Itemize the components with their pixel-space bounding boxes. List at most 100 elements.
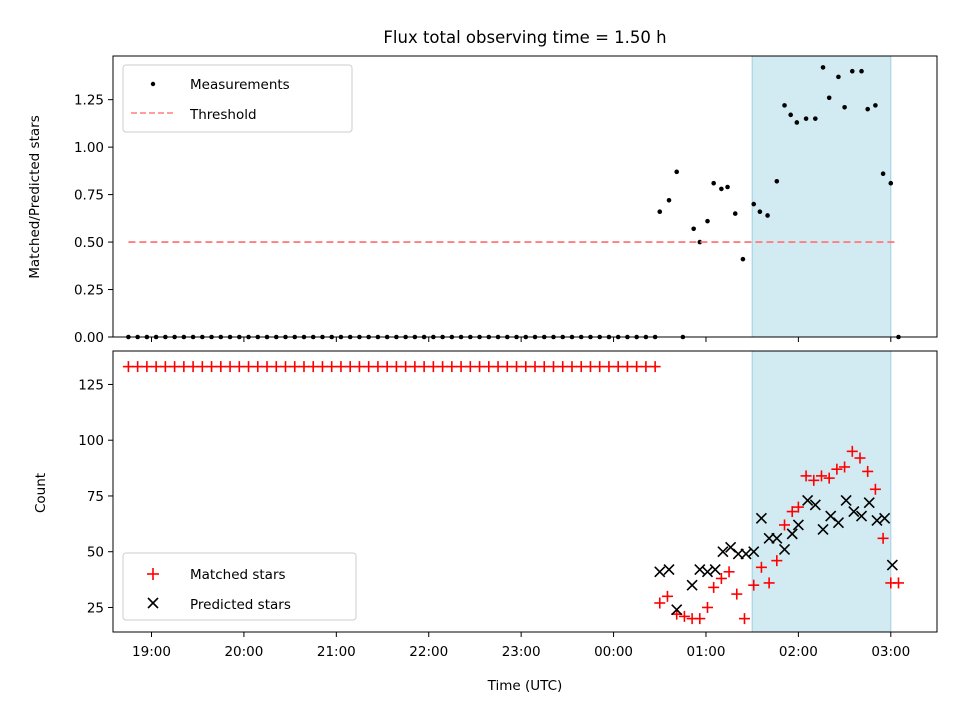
legend-measurements-marker (150, 81, 156, 87)
x-tick-label: 20:00 (224, 644, 263, 660)
matched-point (215, 361, 227, 373)
matched-point (631, 361, 643, 373)
y-tick-label: 0.50 (74, 235, 104, 251)
matched-point (427, 361, 439, 373)
matched-point (409, 361, 421, 373)
matched-point (335, 361, 347, 373)
predicted-point (886, 559, 898, 571)
chart-title: Flux total observing time = 1.50 h (383, 28, 666, 47)
measurement-point (751, 201, 757, 207)
measurement-point (697, 239, 703, 245)
matched-point (808, 474, 820, 486)
y-tick-label: 0.75 (74, 188, 104, 204)
matched-point (715, 572, 727, 584)
matched-point (132, 361, 144, 373)
matched-point (243, 361, 255, 373)
matched-point (353, 361, 365, 373)
measurement-point (849, 68, 855, 74)
measurement-point (880, 171, 886, 177)
matched-point (280, 361, 292, 373)
measurement-point (826, 95, 832, 101)
matched-point (464, 361, 476, 373)
matched-point (298, 361, 310, 373)
measurement-point (873, 103, 878, 108)
matched-point (862, 465, 874, 477)
measurement-point (788, 112, 793, 118)
predicted-point (863, 497, 875, 509)
matched-point (418, 361, 430, 373)
measurement-point (794, 120, 800, 125)
matched-point (372, 361, 384, 373)
measurement-point (820, 65, 826, 70)
y-tick-label: 125 (78, 377, 104, 393)
matched-point (566, 361, 578, 373)
predicted-point (802, 494, 814, 506)
matched-point (702, 601, 714, 613)
legend-bottom: Matched stars Predicted stars (122, 552, 357, 621)
matched-point (483, 361, 495, 373)
matched-point (792, 501, 804, 513)
matched-point (437, 361, 449, 373)
matched-point (316, 361, 328, 373)
predicted-point (809, 499, 821, 511)
matched-point (326, 361, 338, 373)
series-matched-stars (122, 361, 904, 625)
matched-point (786, 506, 798, 518)
measurement-point (711, 180, 716, 186)
highlight-span (751, 55, 892, 338)
matched-point (678, 610, 690, 622)
predicted-point (694, 563, 706, 576)
matched-point (261, 361, 273, 373)
bottom-y-axis-label: Count (33, 473, 49, 513)
axes-frame (112, 350, 938, 633)
predicted-point (792, 519, 804, 531)
measurement-point (732, 211, 738, 216)
measurement-point (836, 74, 841, 80)
matched-point (575, 361, 587, 373)
predicted-point (671, 604, 683, 616)
measurement-point (813, 116, 818, 121)
matched-point (390, 361, 402, 373)
y-tick-label: 50 (87, 545, 104, 561)
x-tick-label: 00:00 (594, 644, 633, 660)
matched-point (584, 361, 596, 373)
matched-point (763, 577, 775, 589)
matched-point (800, 470, 812, 482)
matched-point (831, 463, 843, 475)
x-tick-label: 21:00 (317, 644, 356, 660)
matched-point (649, 361, 661, 373)
predicted-point (855, 510, 868, 522)
predicted-point (871, 514, 883, 527)
ratio-panel: 0.00 0.25 0.50 0.75 1.00 1.25 (74, 55, 938, 346)
matched-point (289, 361, 301, 373)
predicted-point (748, 546, 760, 558)
matched-point (654, 597, 666, 609)
matched-point (869, 483, 881, 495)
measurement-point (705, 218, 710, 224)
legend-matched-label: Matched stars (190, 567, 286, 583)
predicted-point (786, 528, 798, 540)
matched-point (141, 361, 153, 373)
matched-point (474, 361, 486, 373)
measurement-point (691, 226, 696, 232)
axes-frame (112, 55, 938, 338)
matched-point (547, 361, 559, 373)
matched-point (511, 361, 523, 373)
predicted-point (817, 523, 829, 535)
matched-point (492, 361, 504, 373)
matched-point (400, 361, 412, 373)
matched-point (538, 361, 550, 373)
matched-point (178, 361, 190, 373)
x-tick-label: 03:00 (871, 644, 910, 660)
matched-point (196, 361, 208, 373)
matched-point (892, 577, 904, 589)
measurement-point (888, 180, 894, 186)
matched-point (846, 445, 858, 457)
y-tick-label: 0.25 (74, 283, 104, 299)
x-tick-label: 23:00 (502, 644, 541, 660)
matched-point (206, 361, 218, 373)
matched-point (501, 361, 513, 373)
y-tick-label: 100 (78, 433, 104, 449)
predicted-point (654, 566, 666, 578)
measurement-point (725, 184, 730, 190)
